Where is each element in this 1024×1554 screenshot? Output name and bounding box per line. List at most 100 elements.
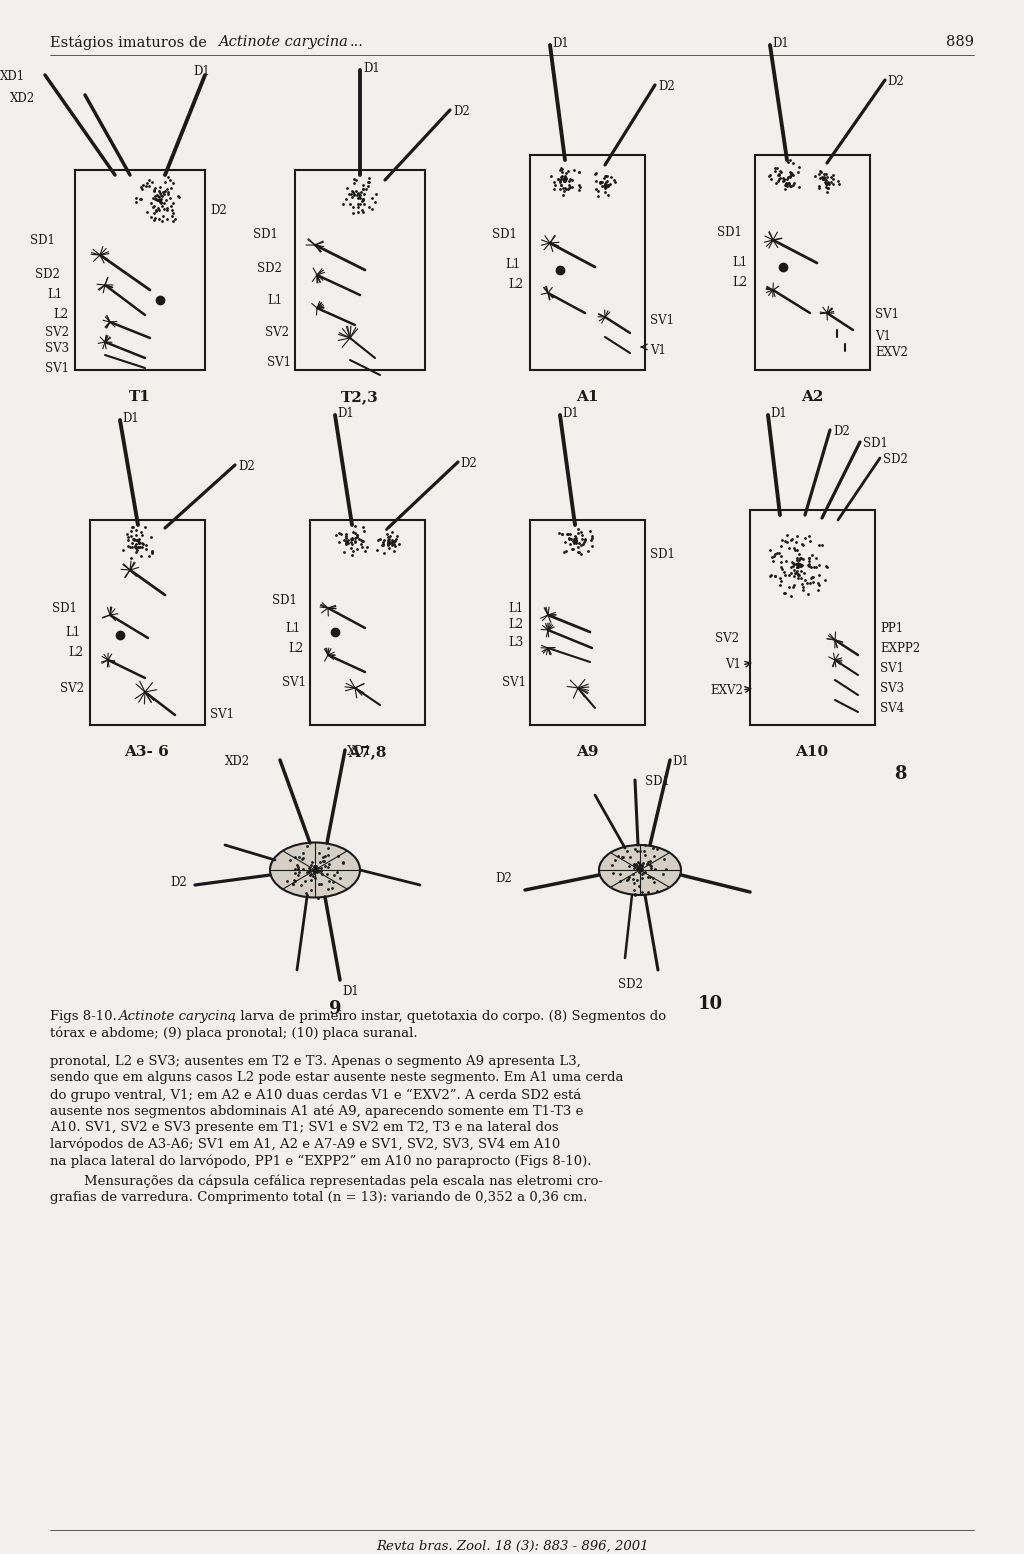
- Text: na placa lateral do larvópodo, PP1 e “EXPP2” em A10 no paraprocto (Figs 8-10).: na placa lateral do larvópodo, PP1 e “EX…: [50, 1155, 592, 1167]
- Bar: [75, 169, 205, 370]
- Text: L1: L1: [505, 258, 520, 272]
- Text: D2: D2: [170, 875, 186, 889]
- Text: D2: D2: [238, 460, 255, 472]
- Text: Estágios imaturos de: Estágios imaturos de: [50, 36, 212, 50]
- Text: SD1: SD1: [492, 228, 517, 241]
- Text: A1: A1: [575, 390, 598, 404]
- Text: PP1: PP1: [880, 622, 903, 634]
- Text: Mensurações da cápsula cefálica representadas pela escala nas eletromi cro-: Mensurações da cápsula cefálica represen…: [50, 1175, 603, 1187]
- Text: L2: L2: [508, 618, 523, 631]
- Text: XD2: XD2: [225, 755, 250, 768]
- Text: SV3: SV3: [880, 682, 904, 695]
- Text: A3- 6: A3- 6: [125, 744, 169, 758]
- Text: SD2: SD2: [257, 261, 282, 275]
- Text: V1: V1: [725, 659, 741, 671]
- Text: D1: D1: [342, 985, 358, 998]
- Text: SD1: SD1: [863, 437, 888, 451]
- Text: L2: L2: [508, 278, 523, 292]
- Text: SV1: SV1: [650, 314, 674, 326]
- Text: L1: L1: [267, 294, 283, 306]
- Text: L1: L1: [285, 622, 300, 634]
- Text: SV1: SV1: [282, 676, 306, 688]
- Text: sendo que em alguns casos L2 pode estar ausente neste segmento. Em A1 uma cerda: sendo que em alguns casos L2 pode estar …: [50, 1072, 624, 1085]
- Text: D1: D1: [772, 37, 788, 50]
- Text: SV1: SV1: [267, 356, 291, 368]
- Text: D1: D1: [193, 65, 210, 78]
- Text: T2,3: T2,3: [341, 390, 379, 404]
- Ellipse shape: [270, 842, 360, 898]
- Text: XD1: XD1: [347, 744, 372, 758]
- Text: L1: L1: [47, 289, 62, 301]
- Text: L2: L2: [53, 309, 69, 322]
- Text: SD2: SD2: [618, 977, 643, 991]
- Text: grafias de varredura. Comprimento total (n = 13): variando de 0,352 a 0,36 cm.: grafias de varredura. Comprimento total …: [50, 1190, 587, 1204]
- Text: ...: ...: [350, 36, 364, 50]
- Text: SD1: SD1: [645, 775, 670, 788]
- Text: XD1: XD1: [0, 70, 26, 82]
- Text: SD2: SD2: [883, 454, 908, 466]
- Text: L3: L3: [508, 636, 523, 648]
- Text: D2: D2: [658, 79, 675, 93]
- Text: SV2: SV2: [60, 682, 84, 695]
- Text: , larva de primeiro instar, quetotaxia do corpo. (8) Segmentos do: , larva de primeiro instar, quetotaxia d…: [232, 1010, 667, 1023]
- Text: L1: L1: [508, 601, 523, 614]
- Text: SV1: SV1: [874, 309, 899, 322]
- Text: SV4: SV4: [880, 701, 904, 715]
- Text: SD1: SD1: [650, 549, 675, 561]
- Text: D1: D1: [562, 407, 579, 420]
- Text: D1: D1: [552, 37, 568, 50]
- Text: V1: V1: [650, 343, 666, 356]
- Text: Actinote carycina: Actinote carycina: [218, 36, 348, 50]
- Text: D2: D2: [453, 106, 470, 118]
- Text: pronotal, L2 e SV3; ausentes em T2 e T3. Apenas o segmento A9 apresenta L3,: pronotal, L2 e SV3; ausentes em T2 e T3.…: [50, 1055, 581, 1068]
- Text: SV2: SV2: [715, 631, 739, 645]
- Text: L2: L2: [732, 277, 748, 289]
- Text: SV2: SV2: [265, 325, 289, 339]
- Text: A10: A10: [796, 744, 828, 758]
- Text: Actinote carycina: Actinote carycina: [118, 1010, 236, 1023]
- Bar: [310, 521, 425, 726]
- Text: A2: A2: [801, 390, 823, 404]
- Text: A9: A9: [575, 744, 598, 758]
- Text: D2: D2: [887, 75, 904, 89]
- Bar: [750, 510, 874, 726]
- Text: Figs 8-10.: Figs 8-10.: [50, 1010, 121, 1023]
- Text: do grupo ventral, V1; em A2 e A10 duas cerdas V1 e “EXV2”. A cerda SD2 está: do grupo ventral, V1; em A2 e A10 duas c…: [50, 1088, 582, 1102]
- Text: D1: D1: [770, 407, 786, 420]
- Text: SD1: SD1: [52, 601, 77, 614]
- Text: T1: T1: [129, 390, 151, 404]
- Text: ausente nos segmentos abdominais A1 até A9, aparecendo somente em T1-T3 e: ausente nos segmentos abdominais A1 até …: [50, 1105, 584, 1117]
- Text: 9: 9: [329, 1001, 341, 1018]
- Bar: [295, 169, 425, 370]
- Text: SV1: SV1: [502, 676, 526, 688]
- Text: SD2: SD2: [35, 269, 59, 281]
- Text: XD2: XD2: [10, 92, 35, 106]
- Text: EXPP2: EXPP2: [880, 642, 921, 654]
- Text: 889: 889: [946, 36, 974, 50]
- Text: Revta bras. Zool. 18 (3): 883 - 896, 2001: Revta bras. Zool. 18 (3): 883 - 896, 200…: [376, 1540, 648, 1552]
- Text: D1: D1: [362, 62, 380, 75]
- Text: D1: D1: [122, 412, 138, 424]
- Text: SD1: SD1: [717, 227, 741, 239]
- Text: D2: D2: [833, 424, 850, 438]
- Text: D2: D2: [495, 872, 512, 884]
- Text: SD1: SD1: [30, 233, 55, 247]
- Text: A7,8: A7,8: [348, 744, 386, 758]
- Text: L1: L1: [65, 626, 80, 639]
- Text: SV3: SV3: [45, 342, 70, 354]
- Bar: [755, 155, 870, 370]
- Ellipse shape: [599, 845, 681, 895]
- Text: D2: D2: [210, 204, 226, 216]
- Text: SV1: SV1: [210, 709, 234, 721]
- Text: L2: L2: [68, 645, 83, 659]
- Text: EXV2: EXV2: [710, 684, 742, 696]
- Text: L2: L2: [288, 642, 303, 654]
- Text: larvópodos de A3-A6; SV1 em A1, A2 e A7-A9 e SV1, SV2, SV3, SV4 em A10: larvópodos de A3-A6; SV1 em A1, A2 e A7-…: [50, 1138, 560, 1152]
- Bar: [530, 155, 645, 370]
- Bar: [530, 521, 645, 726]
- Text: A10. SV1, SV2 e SV3 presente em T1; SV1 e SV2 em T2, T3 e na lateral dos: A10. SV1, SV2 e SV3 presente em T1; SV1 …: [50, 1120, 559, 1134]
- Text: tórax e abdome; (9) placa pronotal; (10) placa suranal.: tórax e abdome; (9) placa pronotal; (10)…: [50, 1026, 418, 1040]
- Text: L1: L1: [732, 256, 748, 269]
- Text: SV1: SV1: [880, 662, 904, 674]
- Text: D2: D2: [460, 457, 477, 469]
